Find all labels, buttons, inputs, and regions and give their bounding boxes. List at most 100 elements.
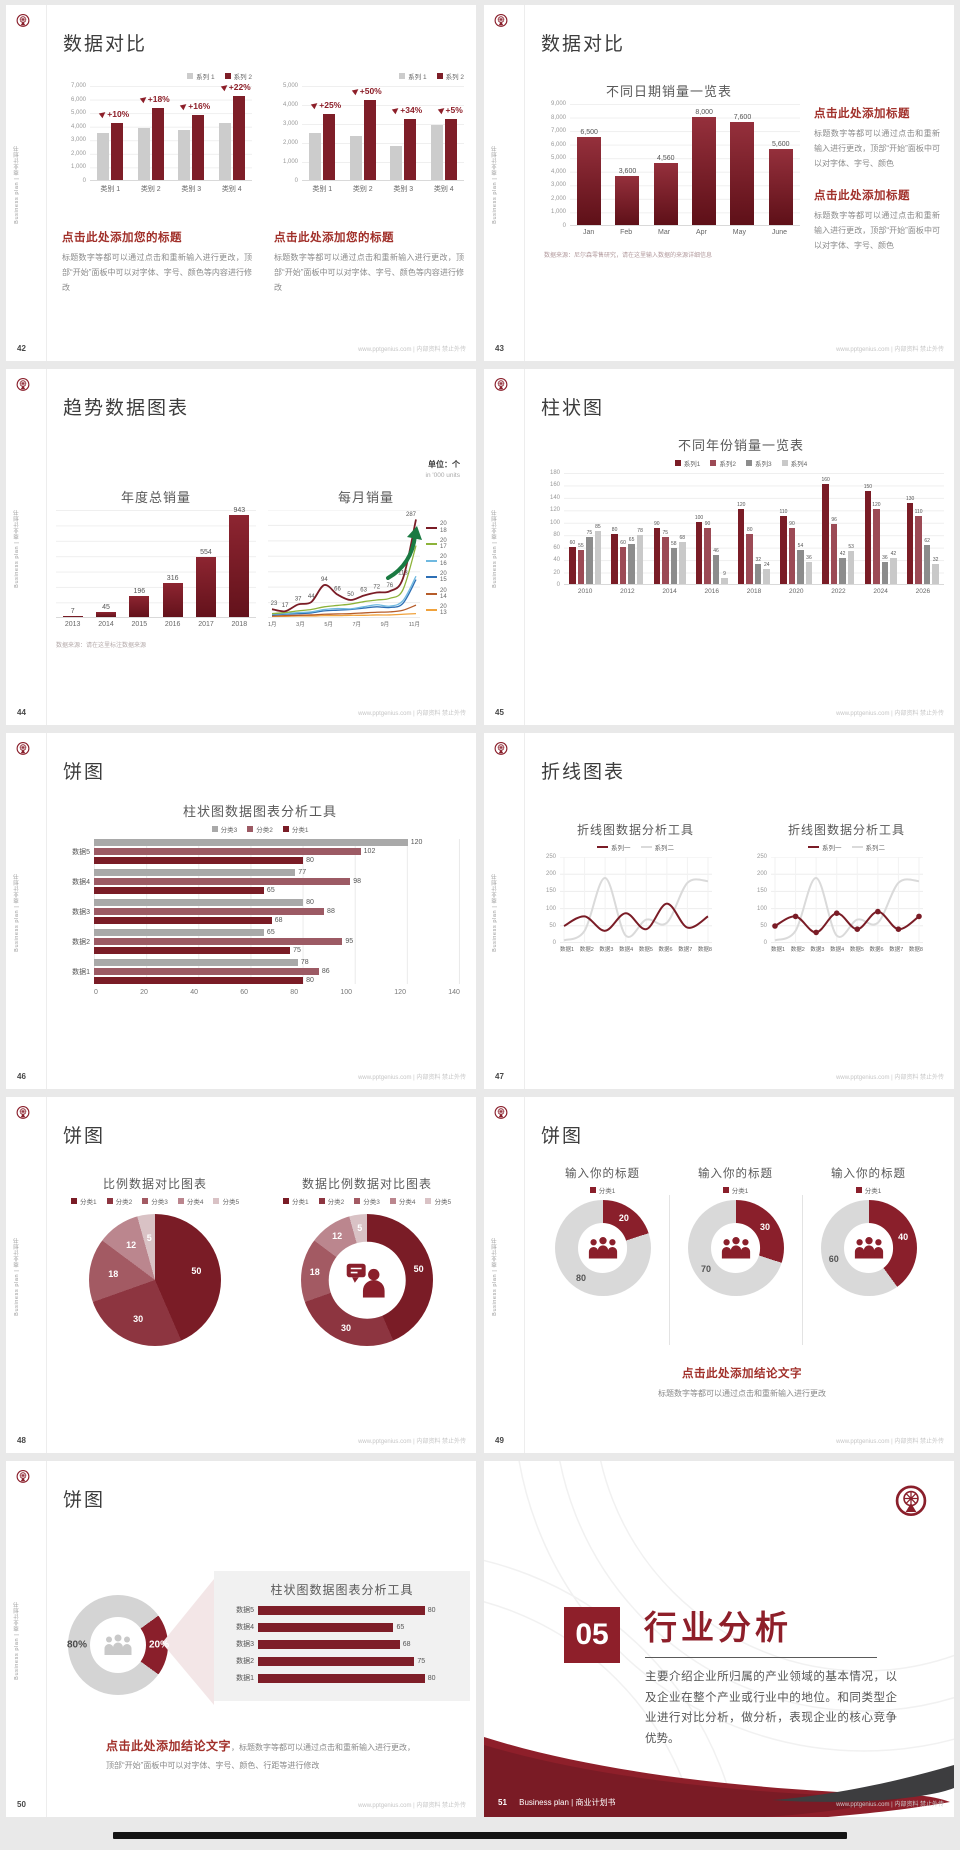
text-column: 点击此处添加标题 标题数字等都可以通过点击和重新输入进行更改，顶部“开始”面板中… — [814, 105, 940, 270]
chart-legend: 系列 1 系列 2 — [274, 71, 464, 81]
growth-arrow-icon — [386, 526, 422, 580]
text-row: 点击此处添加您的标题 标题数字等都可以通过点击和重新输入进行更改，顶部“开始”面… — [62, 229, 464, 295]
conclusion-block: 点击此处添加结论文字 标题数字等都可以通过点击和重新输入进行更改 — [540, 1365, 944, 1402]
block-heading: 点击此处添加标题 — [814, 108, 910, 120]
slide-title: 折线图表 — [541, 762, 626, 783]
vertical-divider — [524, 733, 525, 1089]
vertical-divider — [46, 369, 47, 725]
person-message-icon — [344, 1262, 390, 1298]
slide-50[interactable]: Business plan | 商业计划书 饼图 20% 80% 柱状图数据图表分… — [6, 1461, 476, 1817]
page-number: 48 — [17, 1436, 26, 1445]
page-number: 44 — [17, 708, 26, 717]
people-icon — [718, 1237, 754, 1260]
donut-chart-1: 20 80 — [554, 1200, 651, 1296]
slide-title: 饼图 — [63, 1126, 106, 1147]
donut-chart-3: 40 60 — [820, 1200, 917, 1296]
footer-site: www.pptgenius.com | 内部资料 禁止外传 — [836, 711, 944, 717]
vertical-divider — [524, 5, 525, 361]
section-body: 主要介绍企业所归属的产业领域的基本情况，以及企业在整个产业或行业中的地位。和同类… — [645, 1671, 897, 1746]
line-chart-left: 250 200 150 100 50 0 数据1 数据2 数据3 数据4 数据5 数据6 数据7 数据8 — [545, 854, 712, 953]
slide-44[interactable]: Business plan | 商业计划书 趋势数据图表 单位：个 in '00… — [6, 369, 476, 725]
chart-title: 不同年份销量一览表 — [677, 438, 804, 453]
unit-label: 单位：个 — [428, 460, 460, 469]
column-title: 输入你的标题 — [698, 1168, 773, 1180]
slide-43[interactable]: Business plan | 商业计划书 数据对比 不同日期销量一览表 9,0… — [484, 5, 954, 361]
chart-title: 比例数据对比图表 — [102, 1177, 207, 1191]
footer-site: www.pptgenius.com | 内部资料 禁止外传 — [836, 1075, 944, 1081]
block-body: 标题数字等都可以通过点击和重新输入进行更改，顶部“开始”面板中可以对字体、字号、… — [814, 211, 940, 250]
slide-title: 数据对比 — [541, 34, 626, 55]
panel-title: 柱状图数据图表分析工具 — [270, 1583, 414, 1597]
sidebar-vertical-text: Business plan | 商业计划书 — [492, 873, 498, 952]
slide-title: 饼图 — [63, 762, 106, 783]
logo-icon — [493, 377, 509, 393]
page-number: 49 — [495, 1436, 504, 1445]
donut-chart: 50 30 18 12 5 — [301, 1214, 433, 1346]
bar-chart: 9,000 8,000 7,000 6,000 5,000 4,000 3,000 2,000… — [538, 101, 800, 236]
sidebar-vertical-text: Business plan | 商业计划书 — [492, 1237, 498, 1316]
column-separator — [802, 1195, 803, 1345]
svg-text:63: 63 — [360, 588, 367, 594]
bar-chart-yearly: 7 45 196 316 554 943 2013 2014 2015 2016 2017 2018 — [56, 507, 256, 628]
up-arrow-icon — [392, 105, 401, 115]
logo-icon — [15, 377, 31, 393]
slide-51[interactable]: 05 行业分析 主要介绍企业所归属的产业领域的基本情况，以及企业在整个产业或行业… — [484, 1461, 954, 1817]
up-arrow-icon — [180, 101, 189, 111]
logo-icon — [15, 741, 31, 757]
slide-title: 趋势数据图表 — [63, 398, 190, 419]
column-separator — [669, 1195, 670, 1345]
slide-title: 柱状图 — [541, 398, 605, 419]
pie-chart: 50 30 18 12 5 — [89, 1214, 221, 1346]
chart-title: 每月销量 — [337, 490, 394, 505]
slide-48[interactable]: Business plan | 商业计划书 饼图 比例数据对比图表 分类1 分类2… — [6, 1097, 476, 1453]
logo-icon — [493, 1105, 509, 1121]
logo-icon — [15, 1105, 31, 1121]
charts-row: 比例数据对比图表 分类1 分类2 分类3 分类4 分类5 50 30 18 12 5 数据比例数… — [56, 1175, 466, 1346]
slide-45[interactable]: Business plan | 商业计划书 柱状图 不同年份销量一览表 系列1 系… — [484, 369, 954, 725]
chart-block: 不同日期销量一览表 9,000 8,000 7,000 6,000 5,000 4,000… — [538, 81, 800, 259]
block-body: 标题数字等都可以通过点击和重新输入进行更改，顶部“开始”面板中可以对字体、字号、… — [814, 129, 940, 168]
svg-text:113: 113 — [398, 571, 408, 577]
slide-title: 饼图 — [541, 1126, 584, 1147]
vertical-divider — [524, 1097, 525, 1453]
page-number: 46 — [17, 1072, 26, 1081]
footer-site: www.pptgenius.com | 内部资料 禁止外传 — [836, 1802, 944, 1808]
up-arrow-icon — [139, 94, 148, 104]
slide-46[interactable]: Business plan | 商业计划书 饼图 柱状图数据图表分析工具 分类3… — [6, 733, 476, 1089]
chart-legend: 分类1 — [669, 1185, 802, 1195]
line-chart-right: 250 200 150 100 50 0 数据1 数据2 数据3 数据4 数据5 数据6 数据7 数据8 — [756, 854, 923, 953]
slide-42[interactable]: Business plan | 商业计划书 数据对比 系列 1 系列 2 7,00… — [6, 5, 476, 361]
up-arrow-icon — [437, 105, 446, 115]
svg-text:50: 50 — [347, 592, 354, 598]
donut-block: 20% 80% — [67, 1595, 169, 1695]
conclusion-block: 点击此处添加结论文字，标题数字等都可以通过点击和重新输入进行更改，顶部“开始”面… — [106, 1735, 416, 1773]
chart-legend: 系列一 系列二 — [749, 842, 944, 852]
up-arrow-icon — [351, 86, 360, 96]
svg-text:17: 17 — [282, 603, 289, 609]
bar-panel: 柱状图数据图表分析工具 数据5 80 数据4 65 数据3 68 数据2 75 数据1 80 — [214, 1571, 470, 1701]
sidebar-vertical-text: Business plan | 商业计划书 — [14, 873, 20, 952]
svg-text:66: 66 — [334, 587, 341, 593]
chart-title: 柱状图数据图表分析工具 — [182, 804, 337, 819]
logo-icon — [892, 1483, 930, 1521]
footer-caption: Business plan | 商业计划书 — [519, 1798, 616, 1807]
svg-text:76: 76 — [386, 583, 393, 589]
column-title: 输入你的标题 — [565, 1168, 640, 1180]
footer-site: www.pptgenius.com | 内部资料 禁止外传 — [358, 1439, 466, 1445]
wave-decoration — [484, 1737, 954, 1817]
vertical-divider — [46, 1097, 47, 1453]
beam-shape — [162, 1579, 214, 1705]
conclusion-heading: 点击此处添加结论文字 — [106, 1739, 232, 1753]
chart-legend: 20 18 20 17 20 16 20 15 20 14 20 13 — [426, 510, 447, 628]
chart-title: 不同日期销量一览表 — [605, 84, 732, 99]
chart-legend: 分类1 — [802, 1185, 935, 1195]
donut-chart-2: 30 70 — [687, 1200, 784, 1296]
data-source-note: 数据来源：请在这里标注数据来源 — [56, 643, 147, 649]
chart-legend: 系列1 系列2 系列3 系列4 — [538, 458, 944, 468]
horizontal-scrollbar[interactable] — [113, 1832, 847, 1839]
slide-49[interactable]: Business plan | 商业计划书 饼图 输入你的标题 分类1 20 80… — [484, 1097, 954, 1453]
footer-site: www.pptgenius.com | 内部资料 禁止外传 — [836, 347, 944, 353]
slide-47[interactable]: Business plan | 商业计划书 折线图表 折线图数据分析工具 系列一… — [484, 733, 954, 1089]
